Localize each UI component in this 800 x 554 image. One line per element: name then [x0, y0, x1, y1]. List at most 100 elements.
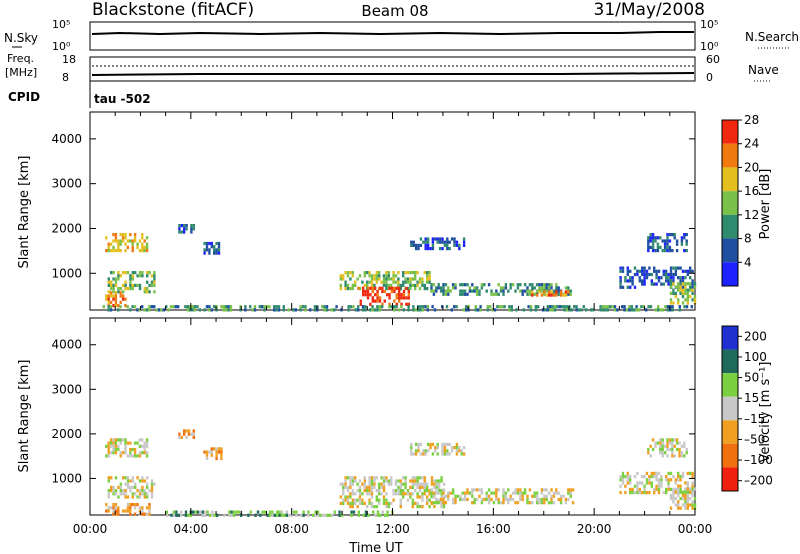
echo-cell [346, 274, 350, 278]
echo-cell [462, 308, 465, 312]
echo-cell [412, 452, 415, 456]
echo-cell [356, 489, 359, 493]
echo-cell [136, 476, 139, 480]
echo-cell [681, 279, 685, 283]
echo-cell [685, 305, 689, 309]
echo-cell [628, 308, 631, 312]
echo-cell [502, 289, 505, 293]
echo-cell [271, 510, 274, 514]
echo-cell [203, 308, 206, 312]
echo-cell [424, 243, 427, 247]
echo-cell [645, 481, 649, 485]
echo-cell [416, 280, 419, 284]
echo-cell [666, 233, 669, 237]
echo-cell [366, 296, 370, 300]
echo-cell [631, 279, 634, 283]
echo-cell [392, 492, 395, 496]
echo-cell [180, 230, 183, 234]
echo-cell [643, 282, 646, 286]
echo-cell [475, 292, 479, 296]
echo-cell [475, 289, 479, 293]
echo-cell [119, 249, 122, 253]
colorbar-segment [722, 120, 738, 144]
echo-cell [677, 500, 680, 504]
echo-cell [323, 305, 326, 309]
echo-cell [679, 506, 682, 510]
echo-cell [174, 305, 177, 309]
echo-cell [351, 505, 354, 509]
echo-cell [404, 277, 407, 281]
echo-cell [442, 292, 445, 296]
echo-cell [302, 510, 305, 514]
echo-cell [641, 491, 644, 495]
echo-cell [193, 308, 197, 312]
echo-cell [138, 509, 142, 513]
echo-cell [448, 442, 451, 446]
echo-cell [668, 233, 672, 237]
echo-cell [112, 283, 115, 287]
echo-cell [205, 305, 209, 309]
echo-cell [412, 243, 415, 247]
echo-cell [446, 247, 449, 251]
echo-cell [669, 487, 673, 491]
echo-cell [121, 239, 125, 243]
echo-cell [416, 476, 419, 480]
x-tick-label: 12:00 [375, 522, 410, 536]
echo-cell [599, 308, 602, 312]
echo-cell [686, 500, 689, 504]
echo-cell [680, 242, 684, 246]
echo-cell [157, 308, 161, 312]
echo-cell [672, 266, 675, 270]
echo-cell [626, 471, 629, 475]
echo-cell [442, 289, 445, 293]
echo-cell [686, 503, 689, 507]
echo-cell [680, 454, 684, 458]
echo-cell [650, 475, 653, 479]
echo-cell [677, 301, 680, 305]
echo-cell [507, 488, 510, 492]
echo-cell [433, 505, 436, 509]
echo-cell [153, 280, 156, 284]
echo-cell [684, 493, 687, 497]
echo-cell [677, 478, 680, 482]
echo-cell [215, 456, 218, 461]
echo-cell [354, 283, 357, 287]
echo-cell [397, 492, 400, 496]
echo-cell [129, 283, 132, 287]
echo-cell [641, 272, 644, 277]
echo-cell [129, 489, 132, 493]
echo-cell [657, 484, 661, 488]
echo-cell [439, 289, 443, 293]
echo-cell [194, 510, 197, 514]
echo-cell [691, 288, 694, 292]
echo-cell [660, 282, 663, 286]
echo-cell [673, 233, 676, 237]
echo-cell [342, 501, 345, 505]
echo-cell [138, 489, 142, 493]
echo-cell [431, 442, 435, 446]
echo-cell [637, 308, 641, 312]
echo-cell [669, 279, 673, 283]
echo-cell [649, 239, 652, 243]
echo-cell [187, 432, 191, 436]
echo-cell [604, 305, 607, 309]
echo-cell [215, 248, 218, 252]
echo-cell [547, 293, 551, 297]
echo-cell [674, 295, 677, 299]
echo-cell [374, 299, 377, 303]
echo-cell [124, 287, 127, 291]
echo-cell [497, 497, 500, 502]
echo-cell [451, 501, 455, 505]
echo-cell [693, 487, 697, 491]
echo-cell [684, 276, 687, 280]
echo-cell [371, 308, 374, 312]
echo-cell [458, 247, 461, 251]
echo-cell [671, 441, 674, 445]
echo-cell [382, 479, 386, 483]
echo-cell [417, 449, 420, 453]
echo-cell [659, 245, 662, 249]
echo-cell [636, 471, 639, 475]
echo-cell [677, 503, 680, 507]
echo-cell [280, 513, 284, 517]
echo-cell [409, 277, 412, 281]
